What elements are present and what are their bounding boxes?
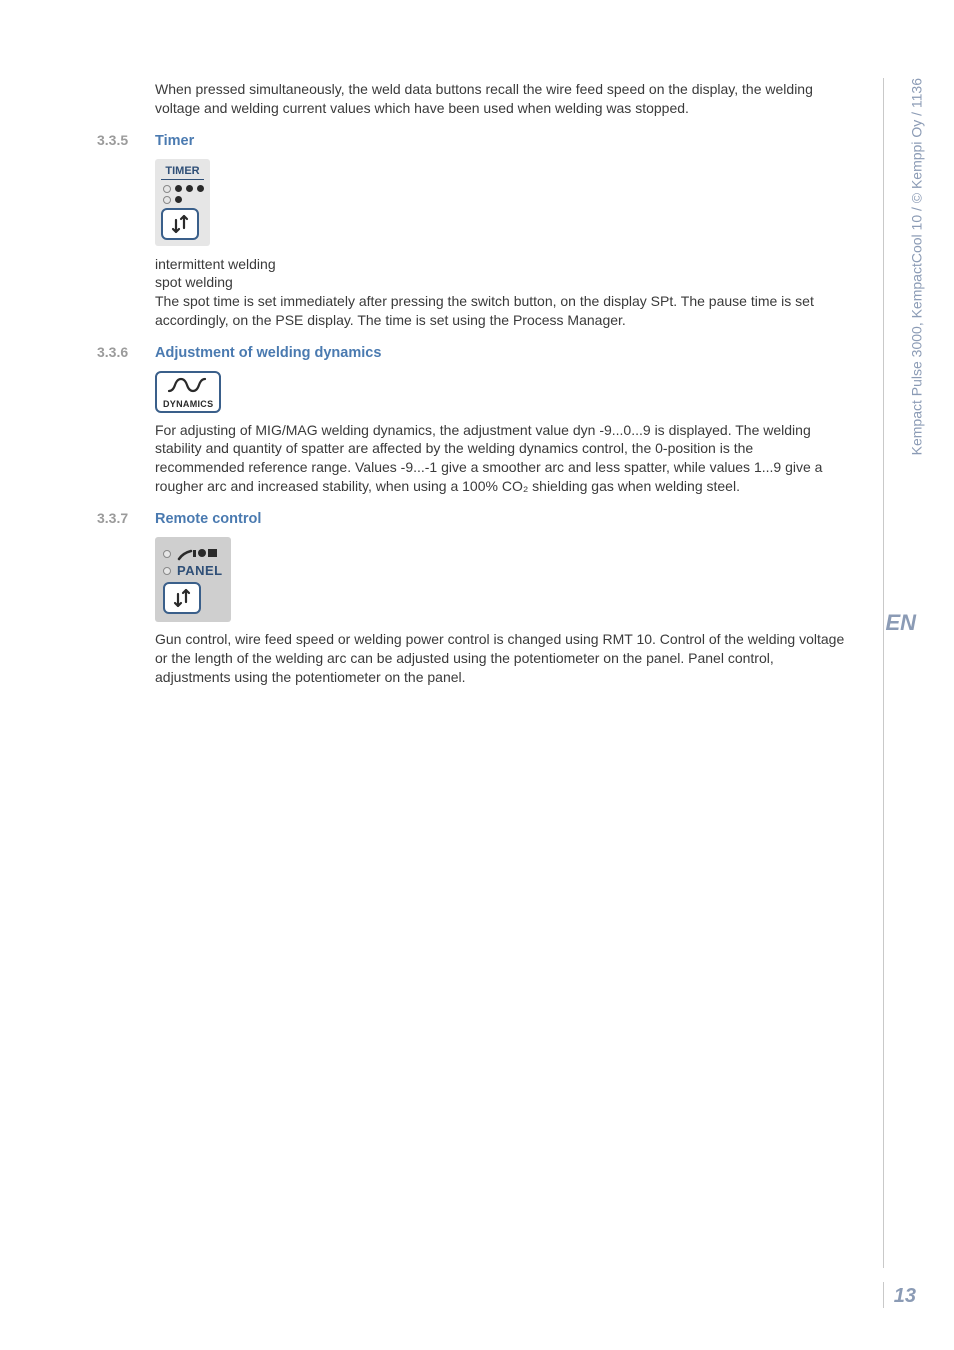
section-heading-remote: 3.3.7 Remote control [97, 510, 845, 527]
timer-line-intermittent: intermittent welding [155, 256, 845, 272]
language-indicator: EN [885, 610, 916, 636]
panel-label: PANEL [177, 563, 223, 578]
select-button-icon [161, 208, 199, 240]
timer-label: TIMER [161, 165, 204, 180]
dynamics-icon-group: DYNAMICS [155, 371, 845, 413]
remote-paragraph: Gun control, wire feed speed or welding … [155, 630, 845, 687]
timer-paragraph: The spot time is set immediately after p… [155, 292, 845, 330]
timer-line-spot: spot welding [155, 274, 845, 290]
up-down-arrow-icon [173, 588, 191, 608]
section-heading-dynamics: 3.3.6 Adjustment of welding dynamics [97, 344, 845, 361]
timer-mode-spot-icon [163, 196, 204, 204]
section-title: Timer [155, 133, 194, 149]
doc-reference: Kempact Pulse 3000, KempactCool 10 / © K… [908, 78, 924, 455]
section-title: Adjustment of welding dynamics [155, 345, 381, 361]
remote-icon-group: PANEL [155, 537, 231, 622]
remote-panel-row: PANEL [163, 563, 223, 578]
select-button-icon [163, 582, 201, 614]
dynamics-wave-icon [167, 377, 209, 393]
page-num-rule [883, 1282, 884, 1308]
section-heading-timer: 3.3.5 Timer [97, 132, 845, 149]
intro-paragraph: When pressed simultaneously, the weld da… [155, 80, 845, 118]
section-number: 3.3.7 [97, 510, 155, 526]
timer-icon-group: TIMER [155, 159, 210, 246]
timer-mode-intermittent-icon [163, 185, 204, 193]
up-down-arrow-icon [171, 214, 189, 234]
dynamics-label: DYNAMICS [163, 399, 213, 409]
side-rule [883, 78, 884, 1268]
page-number: 13 [894, 1285, 916, 1308]
section-number: 3.3.6 [97, 344, 155, 360]
dynamics-paragraph: For adjusting of MIG/MAG welding dynamic… [155, 421, 845, 497]
section-number: 3.3.5 [97, 132, 155, 148]
section-title: Remote control [155, 511, 261, 527]
remote-gun-control-icon [163, 547, 223, 561]
